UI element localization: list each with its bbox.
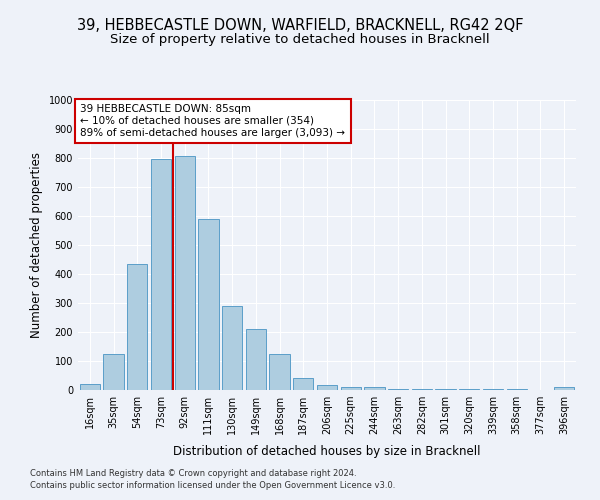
Bar [388, 388, 408, 390]
Bar [127, 264, 148, 390]
Bar [554, 387, 574, 390]
Text: 39 HEBBECASTLE DOWN: 85sqm
← 10% of detached houses are smaller (354)
89% of sem: 39 HEBBECASTLE DOWN: 85sqm ← 10% of deta… [80, 104, 346, 138]
Bar [341, 387, 361, 390]
Bar [412, 388, 432, 390]
Text: 39, HEBBECASTLE DOWN, WARFIELD, BRACKNELL, RG42 2QF: 39, HEBBECASTLE DOWN, WARFIELD, BRACKNEL… [77, 18, 523, 32]
Bar [269, 354, 290, 390]
Bar [317, 385, 337, 390]
Bar [459, 388, 479, 390]
Bar [293, 378, 313, 390]
Bar [436, 388, 455, 390]
Bar [151, 160, 171, 390]
Text: Contains HM Land Registry data © Crown copyright and database right 2024.: Contains HM Land Registry data © Crown c… [30, 468, 356, 477]
Bar [175, 156, 195, 390]
Bar [80, 384, 100, 390]
X-axis label: Distribution of detached houses by size in Bracknell: Distribution of detached houses by size … [173, 446, 481, 458]
Bar [103, 354, 124, 390]
Bar [506, 388, 527, 390]
Bar [483, 388, 503, 390]
Y-axis label: Number of detached properties: Number of detached properties [30, 152, 43, 338]
Text: Size of property relative to detached houses in Bracknell: Size of property relative to detached ho… [110, 32, 490, 46]
Bar [199, 219, 218, 390]
Text: Contains public sector information licensed under the Open Government Licence v3: Contains public sector information licen… [30, 481, 395, 490]
Bar [364, 387, 385, 390]
Bar [246, 328, 266, 390]
Bar [222, 306, 242, 390]
